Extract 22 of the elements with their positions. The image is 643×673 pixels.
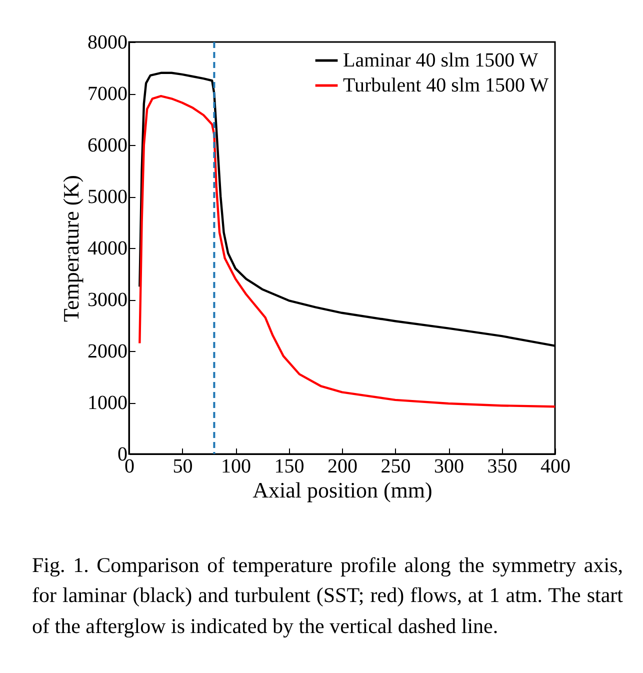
x-tick-label: 350 xyxy=(487,456,518,478)
y-tick-label: 4000 xyxy=(88,238,128,260)
caption: Fig. 1. Comparison of temperature profile along the symmetry axis, for laminar (black) and turbulent (SST; red) flows, at 1 atm. The start of the afterglow is indicated by the vertical dashed line. xyxy=(32,552,623,640)
y-tick-label: 7000 xyxy=(88,83,128,105)
y-axis-title: Temperature (K) xyxy=(58,175,84,322)
legend-label: Turbulent 40 slm 1500 W xyxy=(343,74,549,96)
line-series xyxy=(138,94,556,408)
y-tick-label: 2000 xyxy=(88,340,128,362)
x-tick-label: 150 xyxy=(274,456,304,478)
x-tick-label: 250 xyxy=(380,456,411,478)
y-tick-label: 6000 xyxy=(88,134,128,156)
y-tick-label: 8000 xyxy=(88,32,128,54)
x-tick-label: 100 xyxy=(221,456,251,478)
y-tick-label: 5000 xyxy=(88,186,128,208)
y-tick-label: 1000 xyxy=(88,392,128,414)
x-axis-title: Axial position (mm) xyxy=(252,478,432,502)
x-tick-label: 300 xyxy=(434,456,464,478)
x-tick-label: 400 xyxy=(540,456,570,478)
x-tick-label: 50 xyxy=(172,456,193,478)
legend-label: Laminar 40 slm 1500 W xyxy=(343,50,538,72)
x-tick-label: 200 xyxy=(328,456,358,478)
y-tick-label: 3000 xyxy=(88,289,128,311)
